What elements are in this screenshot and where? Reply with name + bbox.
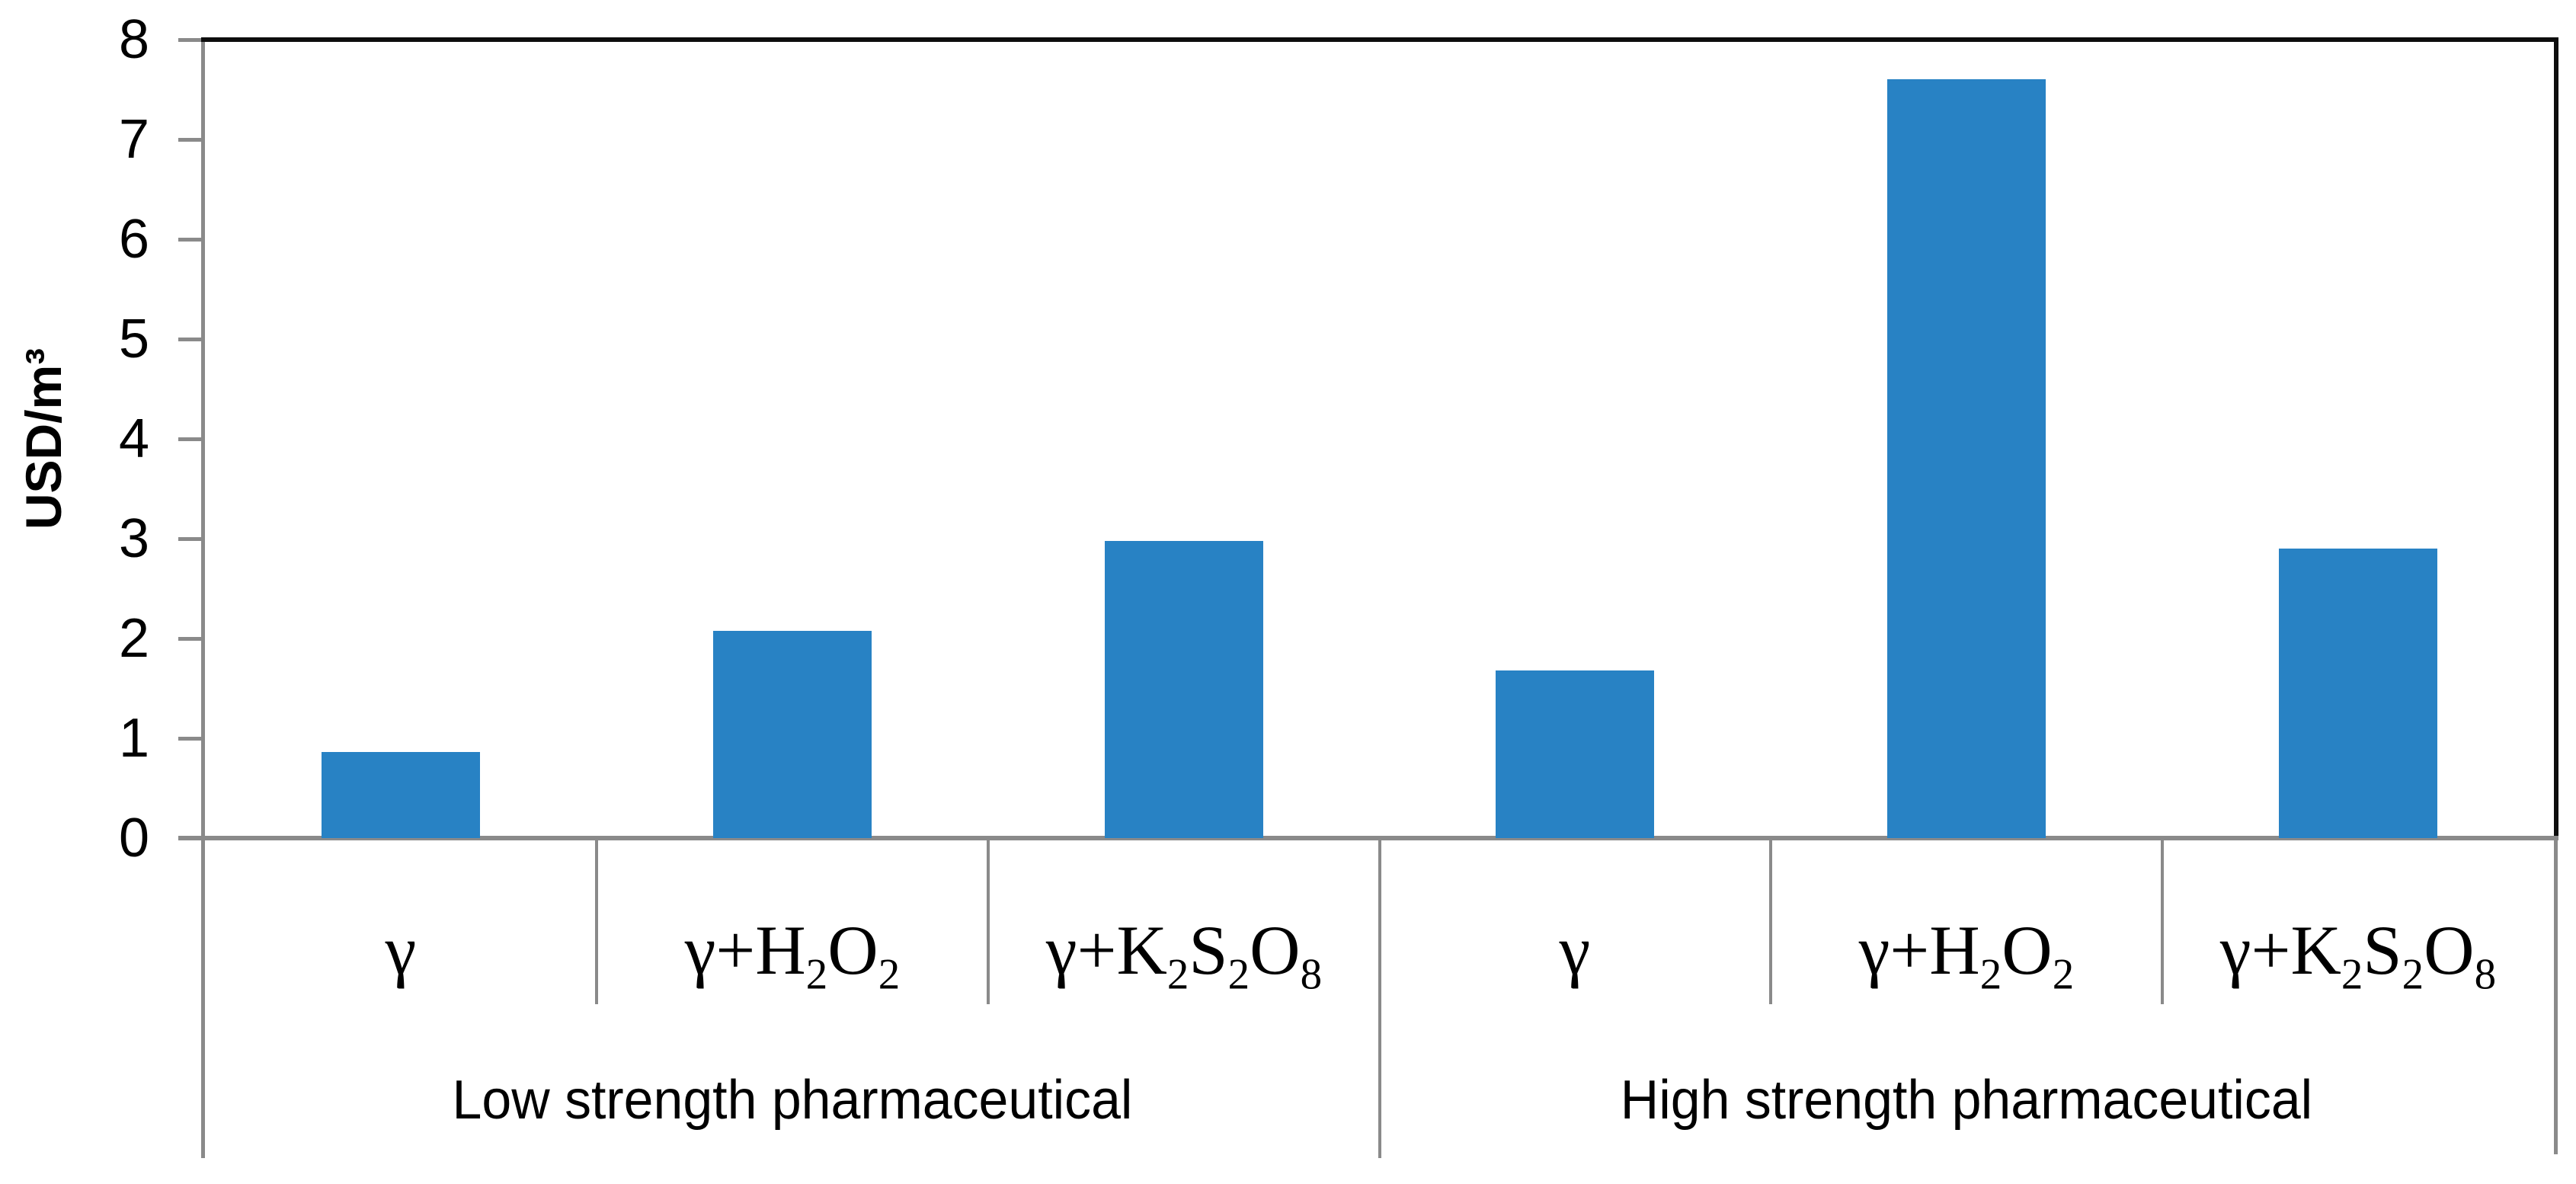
bar-low-gamma-k2s2o8	[1105, 541, 1263, 838]
x-axis-line	[178, 836, 2558, 840]
y-axis-tick	[178, 537, 201, 541]
group-divider-line	[1378, 840, 1381, 1158]
y-axis-tick-label: 5	[118, 309, 149, 370]
bar-high-gamma	[1496, 670, 1654, 838]
bar-low-gamma-h2o2	[713, 631, 872, 838]
plot-right-border	[2554, 37, 2558, 840]
y-axis-tick-label: 6	[118, 209, 149, 270]
y-axis-tick-label: 3	[118, 508, 149, 569]
bar-high-gamma-h2o2	[1887, 79, 2046, 838]
y-axis-tick-label: 7	[118, 109, 149, 170]
y-axis-line	[201, 37, 205, 1158]
category-label-1: γ+H2O2	[684, 911, 901, 999]
plot-top-border	[201, 37, 2558, 42]
category-label-5: γ+K2S2O8	[2219, 911, 2497, 999]
y-axis-title: USD/m³	[15, 347, 72, 530]
y-axis-tick-label: 1	[118, 708, 149, 769]
category-label-0: γ	[385, 911, 417, 989]
y-axis-tick	[178, 737, 201, 741]
y-axis-tick-label: 8	[118, 9, 149, 70]
y-axis-tick-label: 2	[118, 608, 149, 669]
y-axis-tick	[178, 238, 201, 242]
y-axis-tick-label: 0	[118, 808, 149, 869]
label-table-right-edge	[2554, 840, 2558, 1154]
category-label-4: γ+H2O2	[1858, 911, 2075, 999]
y-axis-tick	[178, 637, 201, 641]
y-axis-tick	[178, 837, 201, 840]
bar-low-gamma	[322, 752, 480, 838]
category-divider-line	[595, 840, 598, 1004]
bar-high-gamma-k2s2o8	[2279, 549, 2437, 838]
y-axis-tick	[178, 38, 201, 42]
category-divider-line	[1769, 840, 1772, 1004]
category-label-3: γ	[1559, 911, 1591, 989]
y-axis-tick	[178, 338, 201, 341]
category-label-2: γ+K2S2O8	[1045, 911, 1323, 999]
group-label-high: High strength pharmaceutical	[1620, 1070, 2313, 1131]
category-divider-line	[2161, 840, 2164, 1004]
category-divider-line	[987, 840, 990, 1004]
group-label-low: Low strength pharmaceutical	[452, 1070, 1133, 1131]
y-axis-tick-label: 4	[118, 408, 149, 469]
y-axis-tick	[178, 437, 201, 441]
y-axis-tick	[178, 138, 201, 142]
